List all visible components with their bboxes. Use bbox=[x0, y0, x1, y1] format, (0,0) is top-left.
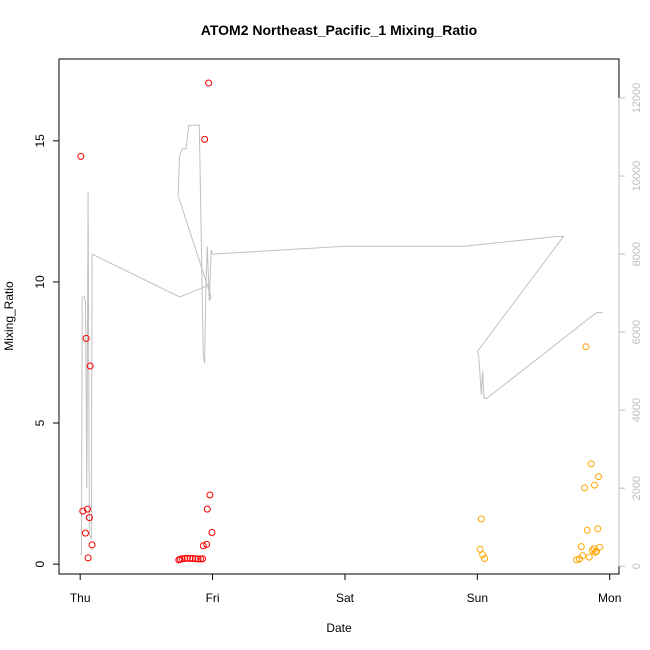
data-point bbox=[203, 505, 211, 513]
altitude-line bbox=[80, 124, 604, 555]
x-axis: Thu Fri Sat Sun Mon bbox=[70, 573, 621, 605]
data-point bbox=[84, 554, 92, 562]
y2-tick-label: 2000 bbox=[631, 476, 643, 500]
data-point bbox=[178, 555, 186, 563]
y2-tick-label: 10000 bbox=[631, 161, 643, 192]
data-point bbox=[86, 362, 94, 370]
y2-tick-label: 12000 bbox=[631, 83, 643, 114]
x-tick-label: Sun bbox=[467, 591, 488, 605]
y2-tick-label: 6000 bbox=[631, 320, 643, 344]
data-point bbox=[479, 551, 487, 559]
data-point bbox=[77, 152, 85, 160]
y-axis-left: 0 5 10 15 bbox=[33, 134, 60, 567]
data-point bbox=[203, 540, 211, 548]
data-point bbox=[189, 555, 197, 562]
data-point bbox=[481, 555, 489, 562]
data-point bbox=[476, 545, 484, 553]
data-point bbox=[206, 491, 214, 499]
altitude-line-layer bbox=[80, 124, 604, 555]
data-point bbox=[593, 547, 600, 555]
data-point bbox=[585, 553, 593, 561]
data-point bbox=[191, 555, 199, 563]
x-tick-label: Mon bbox=[598, 591, 621, 605]
y2-tick-label: 0 bbox=[631, 563, 643, 569]
data-point bbox=[84, 505, 91, 513]
y-tick-label: 0 bbox=[33, 560, 47, 567]
data-point bbox=[199, 542, 207, 550]
x-tick-label: Sat bbox=[336, 591, 355, 605]
series-orange bbox=[476, 343, 604, 564]
data-point bbox=[201, 135, 209, 143]
series-red bbox=[77, 79, 216, 564]
y-axis-right: 0 2000 4000 6000 8000 10000 12000 bbox=[618, 83, 643, 569]
data-point bbox=[194, 555, 202, 563]
data-point bbox=[581, 484, 589, 492]
data-point bbox=[88, 541, 96, 549]
y-tick-label: 15 bbox=[33, 134, 47, 148]
y-tick-label: 10 bbox=[33, 275, 47, 289]
data-point bbox=[205, 79, 213, 87]
data-point bbox=[582, 343, 590, 351]
data-point bbox=[199, 555, 207, 563]
x-tick-label: Fri bbox=[206, 591, 220, 605]
data-point bbox=[183, 554, 191, 562]
data-point bbox=[583, 526, 591, 534]
data-point bbox=[82, 529, 89, 537]
data-point bbox=[186, 555, 194, 562]
data-point bbox=[595, 473, 602, 481]
y2-tick-label: 4000 bbox=[631, 398, 643, 422]
y-tick-label: 5 bbox=[33, 419, 47, 426]
data-point bbox=[579, 552, 587, 560]
chart-title: ATOM2 Northeast_Pacific_1 Mixing_Ratio bbox=[201, 22, 477, 38]
data-point bbox=[208, 529, 216, 536]
data-point bbox=[591, 481, 598, 489]
y2-tick-label: 8000 bbox=[631, 242, 643, 266]
y-axis-label: Mixing_Ratio bbox=[2, 281, 16, 351]
data-point bbox=[85, 514, 93, 522]
x-tick-label: Thu bbox=[70, 591, 91, 605]
data-points-layer bbox=[77, 79, 604, 564]
data-point bbox=[79, 507, 87, 515]
data-point bbox=[591, 548, 599, 556]
data-point bbox=[594, 525, 602, 533]
data-point bbox=[477, 515, 485, 523]
data-point bbox=[82, 334, 90, 342]
data-point bbox=[587, 460, 595, 468]
data-point bbox=[577, 543, 585, 551]
data-point bbox=[596, 543, 604, 551]
x-axis-label: Date bbox=[326, 621, 352, 635]
data-point bbox=[181, 555, 189, 562]
plot-area-frame bbox=[58, 58, 620, 575]
